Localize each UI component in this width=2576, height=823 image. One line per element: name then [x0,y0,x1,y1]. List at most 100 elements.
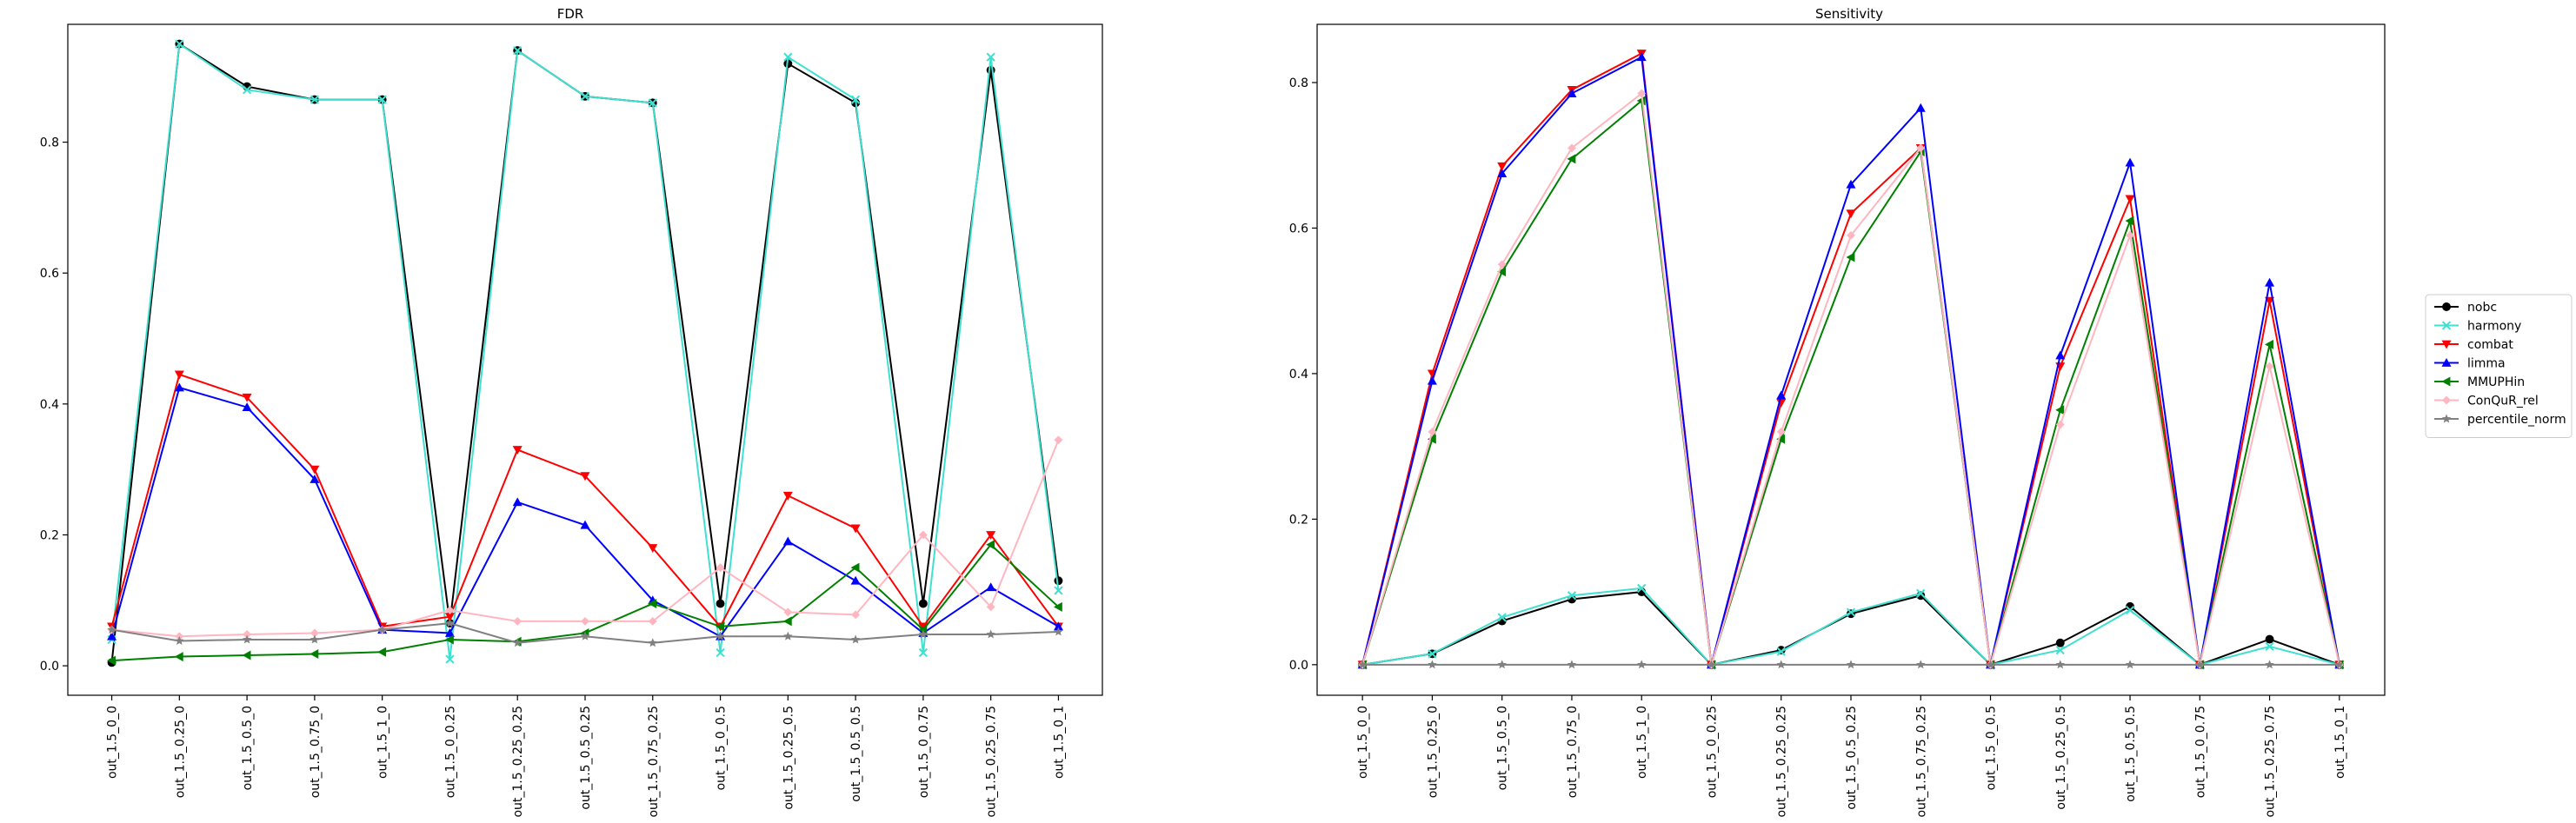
fdr-point-conqur-rel [445,606,455,615]
legend-entry-percentile-norm: percentile_norm [2434,413,2566,427]
sensitivity-xtick-label: out_1.5_0.5_0.5 [2124,706,2138,802]
sensitivity-chart-title: Sensitivity [1815,6,1883,22]
fdr-point-combat [580,472,590,481]
fdr-point-harmony [445,654,455,664]
sensitivity-ytick-label: 0.8 [1289,76,1308,90]
legend-label-combat: combat [2467,338,2513,352]
fdr-point-limma [580,520,590,529]
fdr-point-mmuphin [918,625,928,635]
sensitivity-series-conqur-rel [1358,89,2344,669]
fdr-point-harmony [783,52,793,62]
fdr-point-mmuphin [377,647,387,657]
sensitivity-point-combat [1497,162,1508,171]
fdr-point-mmuphin [986,540,995,550]
fdr-point-harmony [310,95,319,104]
sensitivity-point-limma [2055,350,2066,360]
sensitivity-xtick-label: out_1.5_0.75_0 [1566,706,1580,798]
fdr-point-percentile-norm [512,638,523,647]
sensitivity-ytick-label: 0.2 [1289,513,1308,527]
fdr-ytick-label: 0.8 [40,136,59,150]
fdr-series-conqur-rel [107,435,1063,641]
legend-marker-percentile-norm [2441,414,2452,423]
fdr-point-percentile-norm [783,631,793,640]
fdr-point-harmony [175,39,184,49]
fdr-xtick-label: out_1.5_0.25_0 [173,706,187,798]
sensitivity-point-limma [2125,157,2135,167]
fdr-point-harmony [1054,586,1063,595]
fdr-point-harmony [243,85,252,95]
fdr-point-mmuphin [850,562,860,573]
sensitivity-point-harmony [2055,645,2065,655]
fdr-xtick-label: out_1.5_0.5_0.5 [849,706,863,802]
fdr-point-combat [986,531,996,540]
sensitivity-point-percentile-norm [1846,660,1856,669]
fdr-point-limma [986,582,996,592]
fdr-xtick-label: out_1.5_1_0 [376,706,390,779]
fdr-point-limma [782,536,793,546]
fdr-xtick-label: out_1.5_0.75_0.25 [647,706,661,818]
sensitivity-point-conqur-rel [1776,427,1786,436]
fdr-point-combat [850,524,861,534]
fdr-point-mmuphin [716,621,724,632]
sensitivity-point-percentile-norm [1707,660,1716,669]
sensitivity-point-harmony [1497,613,1507,622]
fdr-point-limma [512,497,523,507]
fdr-xtick-label: out_1.5_0_0 [106,706,120,779]
sensitivity-point-mmuphin [1497,267,1507,277]
fdr-point-percentile-norm [445,618,455,627]
legend-label-limma: limma [2467,357,2506,371]
sensitivity-point-percentile-norm [1357,660,1368,669]
sensitivity-point-limma [1846,179,1856,189]
fdr-point-conqur-rel [310,628,319,638]
fdr-point-conqur-rel [918,530,928,540]
sensitivity-xtick-label: out_1.5_0_0.75 [2193,706,2207,798]
fdr-point-percentile-norm [580,631,590,640]
sensitivity-point-percentile-norm [2195,660,2205,669]
sensitivity-point-percentile-norm [2334,660,2345,669]
fdr-xtick-label: out_1.5_0.25_0.25 [511,706,525,818]
fdr-point-combat [782,491,793,501]
fdr-point-combat [512,446,523,455]
fdr-point-conqur-rel [783,607,793,617]
sensitivity-point-nobc [2265,634,2274,644]
legend-entry-combat: combat [2434,338,2513,352]
fdr-ytick-label: 0.0 [40,660,59,674]
sensitivity-point-percentile-norm [1986,660,1995,669]
sensitivity-xtick-label: out_1.5_0.75_0.25 [1914,706,1928,818]
sensitivity-point-harmony [2125,605,2135,615]
sensitivity-point-conqur-rel [2265,362,2274,371]
fdr-xtick-label: out_1.5_0.5_0 [241,706,255,790]
sensitivity-point-nobc [2055,638,2065,647]
sensitivity-point-conqur-rel [1847,230,1855,240]
legend: nobc harmony combat limma MMUPHin ConQuR_relp… [2425,294,2573,438]
sensitivity-point-percentile-norm [1776,660,1786,669]
sensitivity-point-conqur-rel [1916,143,1926,153]
sensitivity-point-mmuphin [2125,216,2134,226]
sensitivity-xtick-label: out_1.5_0.5_0.25 [1845,706,1859,810]
sensitivity-point-conqur-rel [1637,89,1647,98]
fdr-xtick-label: out_1.5_0_0.75 [917,706,931,798]
sensitivity-point-harmony [2265,641,2274,652]
legend-frame [2425,294,2573,438]
sensitivity-point-percentile-norm [1916,660,1926,669]
legend-entry-limma: limma [2434,357,2506,371]
fdr-point-limma [107,631,117,640]
sensitivity-ytick-label: 0.6 [1289,222,1308,236]
sensitivity-point-percentile-norm [2265,660,2274,669]
sensitivity-xtick-label: out_1.5_0.25_0 [1426,706,1440,798]
legend-label-percentile-norm: percentile_norm [2467,413,2566,427]
legend-marker-limma [2441,358,2452,367]
fdr-point-harmony [648,98,657,108]
sensitivity-xtick-label: out_1.5_0_1 [2333,706,2347,779]
sensitivity-chart: Sensitivity 0.0 0.2 0.4 0.6 0.8 out_1.5_0_0 ou… [1289,6,2386,818]
fdr-xtick-label: out_1.5_0.25_0.75 [985,706,999,818]
sensitivity-xtick-label: out_1.5_0_0.25 [1705,706,1719,798]
fdr-point-combat [648,544,658,554]
fdr-point-percentile-norm [107,625,116,634]
fdr-point-mmuphin [782,616,792,627]
sensitivity-point-limma [1776,390,1787,400]
sensitivity-ytick-label: 0.0 [1289,659,1308,673]
fdr-point-harmony [716,647,725,658]
sensitivity-point-combat [1846,209,1856,219]
fdr-point-conqur-rel [986,602,995,612]
